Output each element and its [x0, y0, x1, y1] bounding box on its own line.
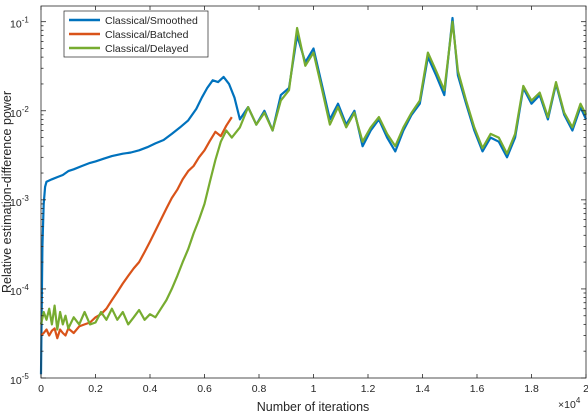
x-tick-label-8: 1.6: [470, 383, 485, 395]
x-tick-label-0: 0: [38, 383, 44, 395]
y-tick-exp-3: -2: [22, 105, 30, 114]
y-axis-label: Relative estimation-difference power: [0, 91, 14, 293]
series-layer: [39, 16, 588, 375]
y-tick-base-4: 10: [10, 19, 22, 31]
x-multiplier-base: ×10: [558, 399, 576, 411]
x-multiplier: ×104: [558, 396, 581, 411]
legend-label-delayed: Classical/Delayed: [105, 43, 189, 55]
plot-background: [41, 6, 586, 378]
x-tick-label-7: 1.4: [415, 383, 430, 395]
x-tick-label-3: 0.6: [197, 383, 212, 395]
x-multiplier-exp: 4: [576, 396, 581, 405]
series-line-2: [39, 20, 587, 331]
y-tick-label-3: 10-2: [10, 105, 29, 120]
x-tick-label-5: 1: [311, 383, 317, 395]
y-tick-base-1: 10: [10, 286, 22, 298]
y-tick-base-0: 10: [10, 375, 22, 387]
x-tick-label-10: 2: [583, 383, 588, 395]
x-tick-label-1: 0.2: [88, 383, 103, 395]
x-tick-label-9: 1.8: [524, 383, 539, 395]
x-tick-labels: 0 0.2 0.4 0.6 0.8 1 1.2 1.4 1.6 1.8 2: [38, 383, 588, 395]
y-tick-label-2: 10-3: [10, 194, 29, 209]
y-tick-exp-1: -4: [22, 283, 30, 292]
legend: Classical/Smoothed Classical/Batched Cla…: [63, 10, 209, 58]
x-tick-label-2: 0.4: [143, 383, 158, 395]
y-tick-exp-0: -5: [22, 372, 30, 381]
ticks-layer: [40, 6, 587, 379]
y-tick-labels: 10-510-410-310-210-1: [10, 16, 29, 387]
legend-label-smoothed: Classical/Smoothed: [105, 15, 198, 27]
series-line-0: [39, 16, 588, 375]
y-tick-exp-4: -1: [22, 16, 30, 25]
y-tick-label-0: 10-5: [10, 372, 29, 387]
y-tick-base-2: 10: [10, 197, 22, 209]
series-line-1: [40, 116, 233, 340]
y-tick-label-1: 10-4: [10, 283, 29, 298]
x-axis-label: Number of iterations: [257, 400, 370, 412]
y-tick-exp-2: -3: [22, 194, 30, 203]
y-tick-base-3: 10: [10, 108, 22, 120]
x-tick-label-6: 1.2: [361, 383, 376, 395]
y-tick-label-4: 10-1: [10, 16, 29, 31]
x-tick-label-4: 0.8: [252, 383, 267, 395]
legend-label-batched: Classical/Batched: [105, 29, 189, 41]
